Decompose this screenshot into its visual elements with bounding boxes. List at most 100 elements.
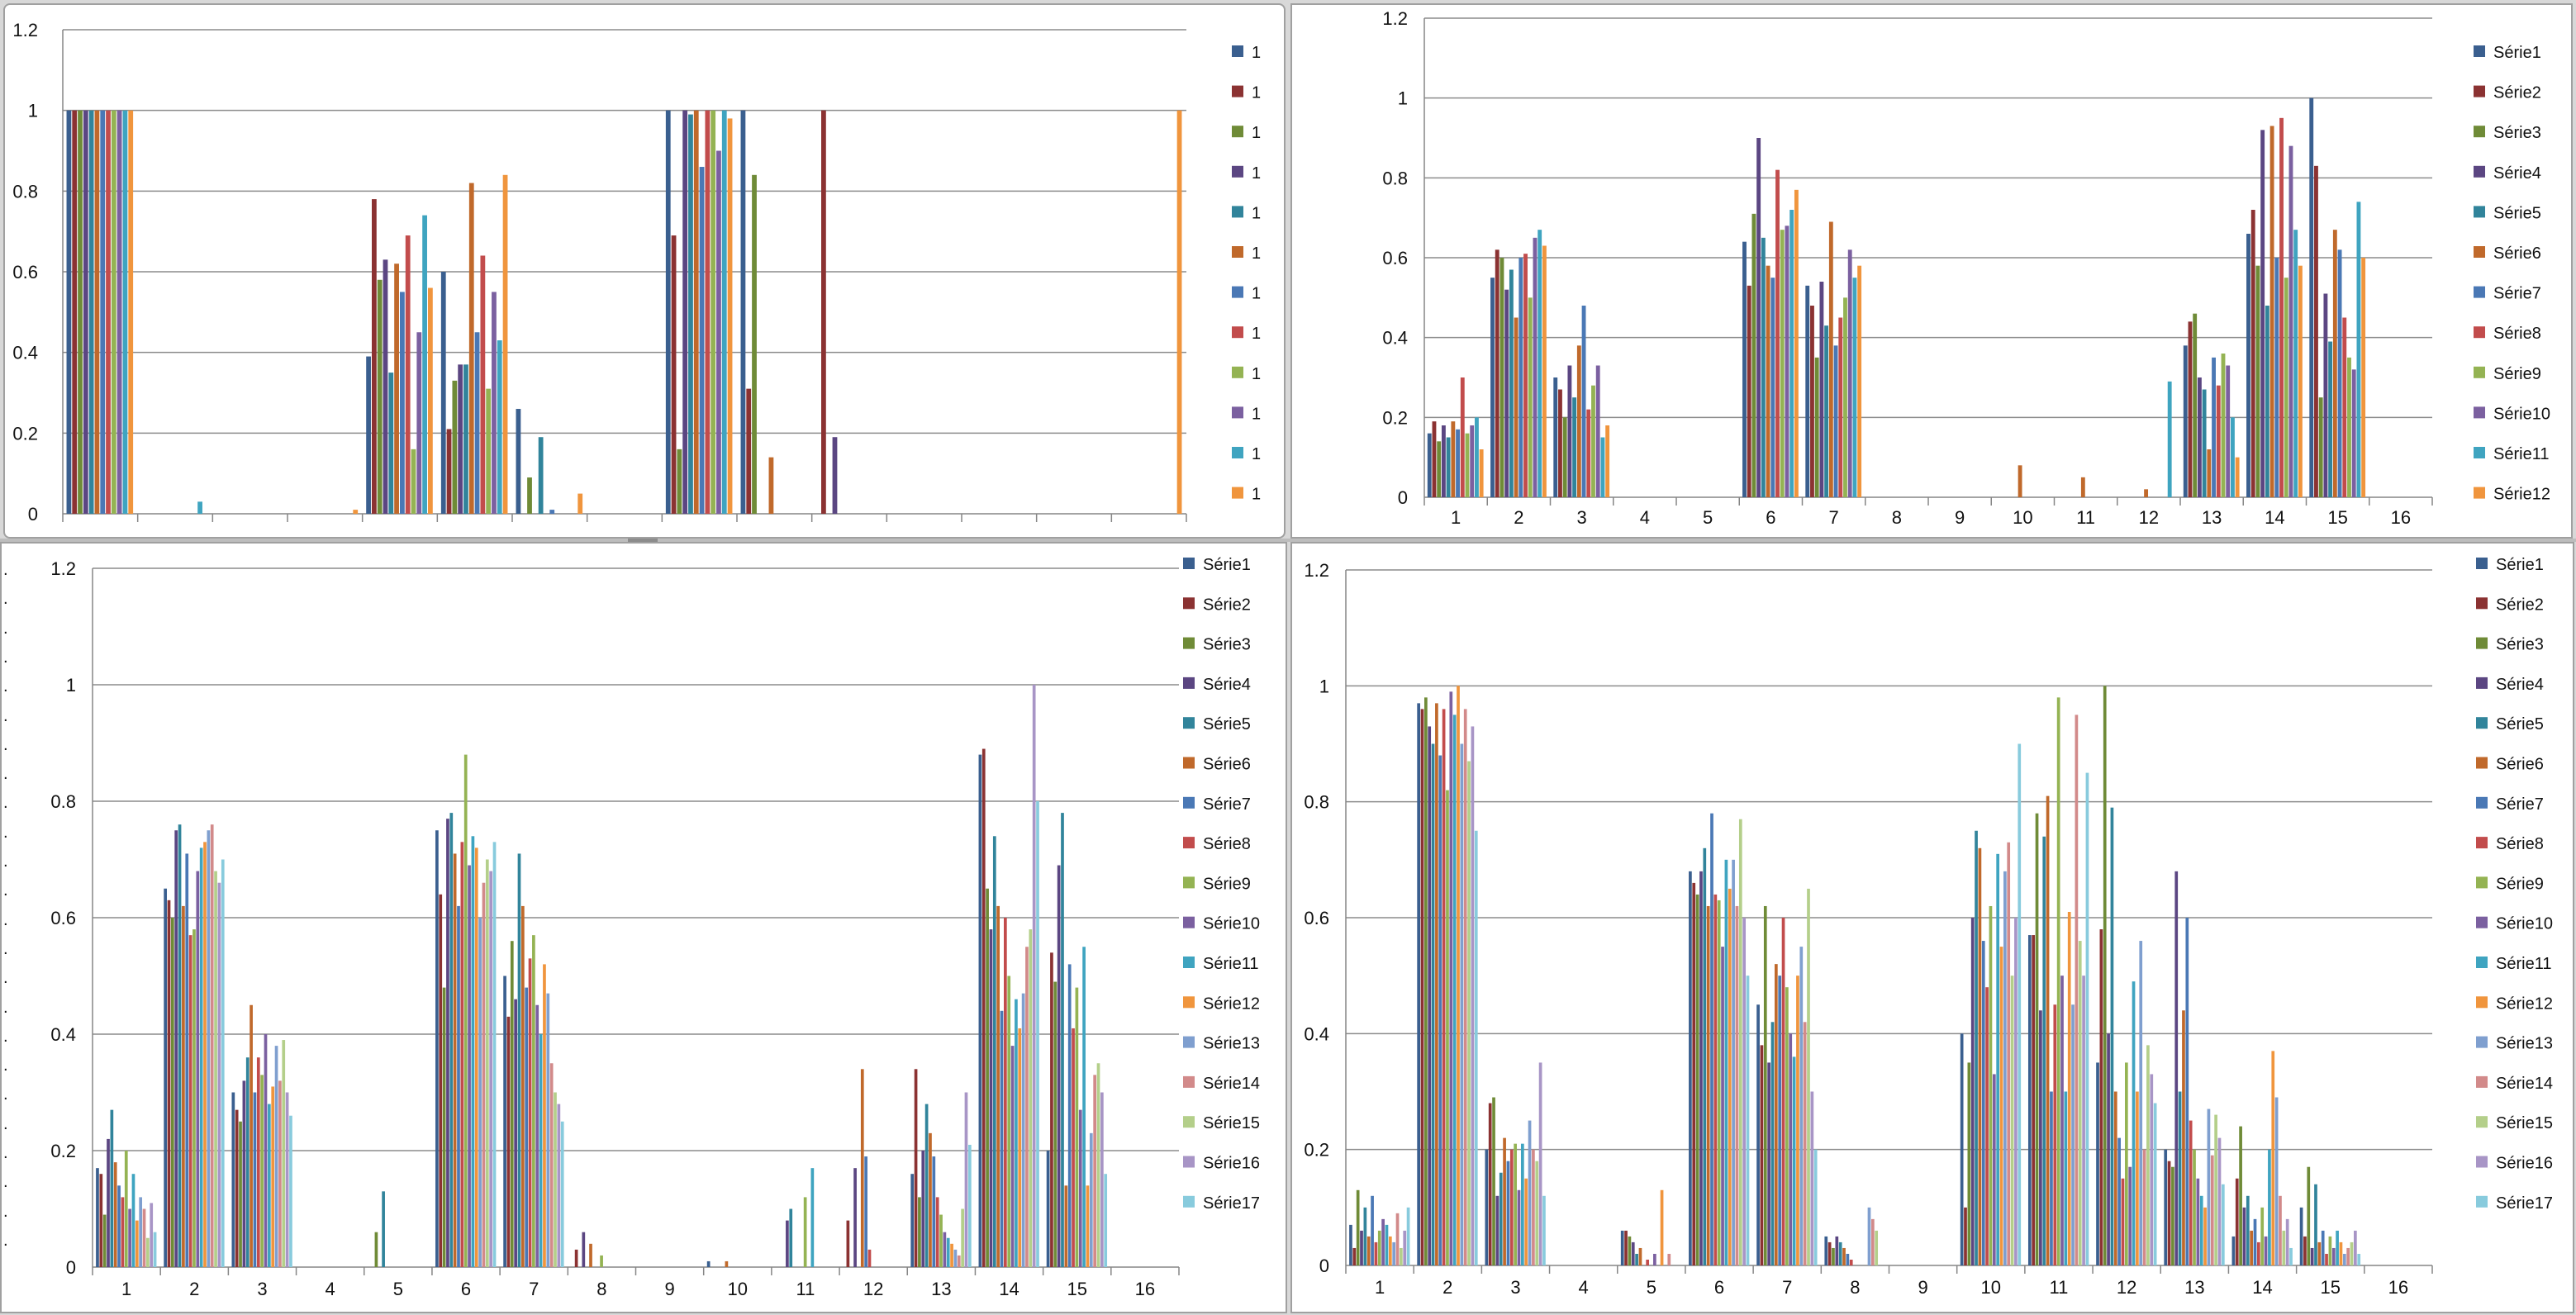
chart-panel-top-right: 0 0.2 0.4 0.6 0.8 1 1.2 1 2 3 4 5 6 7 8 9 10 11 12 13 14 15 16…	[1290, 3, 2573, 539]
bar	[1843, 297, 1847, 497]
bar	[1446, 790, 1449, 1265]
legend-label: Série1	[1203, 556, 1251, 574]
bar	[274, 1046, 278, 1267]
bar	[2328, 341, 2333, 497]
bar	[278, 1080, 282, 1267]
bar	[1875, 1230, 1879, 1265]
bar	[2216, 385, 2221, 497]
bar	[1996, 853, 2000, 1265]
bar	[1558, 389, 1562, 497]
y-tick-label: 0.6	[50, 908, 76, 928]
legend-swatch	[2476, 796, 2488, 809]
bar	[2003, 871, 2007, 1265]
bar	[1624, 1230, 1628, 1265]
chart-panel-top-left: 0 0.2 0.4 0.6 0.8 1 1.2 1 1 1 1 1 1 1 1 1 1 1 1	[3, 3, 1286, 539]
bar	[2103, 686, 2107, 1265]
chart-top-left: 0 0.2 0.4 0.6 0.8 1 1.2 1 1 1 1 1 1 1 1 1 1 1 1	[12, 20, 1261, 525]
bar	[1724, 859, 1728, 1265]
bar	[2050, 1091, 2053, 1265]
y-tick-label: 0.4	[1304, 1023, 1329, 1044]
bar	[514, 999, 517, 1267]
bar	[1728, 888, 1732, 1265]
bar	[2018, 743, 2022, 1265]
bar	[353, 510, 359, 514]
bar	[1857, 265, 1862, 497]
bar	[2032, 935, 2036, 1265]
bar	[2010, 976, 2014, 1265]
bar	[478, 918, 482, 1267]
bar	[117, 1185, 121, 1267]
bar	[1849, 1259, 1853, 1265]
bar	[439, 894, 443, 1267]
bar	[2018, 465, 2022, 497]
y-tick-label: 1.2	[12, 20, 38, 40]
bar	[199, 847, 203, 1267]
edge-dot: .	[3, 1173, 8, 1192]
bar	[1503, 1137, 1506, 1265]
bar	[1457, 686, 1460, 1265]
bar	[665, 110, 671, 514]
legend-label: Série13	[1203, 1035, 1260, 1053]
x-tick-label: 6	[461, 1279, 471, 1299]
legend-swatch	[2476, 558, 2488, 569]
bar	[2342, 1253, 2346, 1265]
bar	[416, 332, 422, 514]
bar	[1499, 258, 1504, 497]
legend-swatch	[2476, 1116, 2488, 1128]
bar	[1015, 999, 1018, 1267]
bar	[214, 871, 217, 1267]
y-tick-label: 1.2	[1382, 8, 1408, 29]
x-tick-label: 15	[2327, 507, 2347, 528]
bar	[711, 110, 716, 514]
bar	[1553, 377, 1558, 497]
bar	[1093, 1075, 1096, 1267]
bar	[1046, 1151, 1050, 1267]
bar	[188, 935, 192, 1267]
bar	[946, 1237, 950, 1267]
bar	[1562, 417, 1567, 497]
legend-swatch	[2476, 957, 2488, 968]
bar	[394, 263, 399, 514]
bar	[677, 449, 682, 514]
edge-dot: .	[3, 1114, 8, 1133]
bar	[1427, 433, 1432, 497]
bar	[2239, 1126, 2242, 1265]
bar	[468, 183, 474, 515]
bar	[1467, 761, 1471, 1265]
window-splitter[interactable]	[0, 539, 2576, 542]
bar	[2039, 1010, 2042, 1265]
bar	[2255, 265, 2260, 497]
x-tick-label: 12	[863, 1279, 883, 1299]
bar	[1646, 1259, 1650, 1265]
legend-label: Série6	[2493, 244, 2541, 263]
bar	[2298, 265, 2303, 497]
y-tick-label: 0.6	[1382, 248, 1408, 268]
y-tick-label: 0.4	[12, 343, 38, 363]
bar	[786, 1220, 789, 1267]
x-tick-label: 9	[1918, 1277, 1927, 1298]
bar	[1581, 306, 1586, 497]
bar	[1799, 947, 1804, 1265]
bar	[2314, 165, 2318, 498]
bar	[1004, 918, 1007, 1267]
bar	[2246, 1195, 2250, 1265]
bar	[1970, 918, 1975, 1265]
bar	[2113, 1091, 2117, 1265]
bar	[1377, 1230, 1381, 1265]
bar	[106, 110, 111, 514]
bar	[442, 987, 446, 1267]
bar	[1514, 1143, 1517, 1265]
legend-label: Série11	[2496, 955, 2551, 973]
bar	[1519, 258, 1523, 497]
bar	[789, 1208, 793, 1267]
bar	[2214, 1114, 2217, 1265]
bar	[671, 235, 677, 514]
splitter-grip[interactable]	[628, 539, 658, 542]
legend-swatch	[1183, 717, 1195, 729]
bar	[506, 1016, 511, 1267]
edge-dot: .	[3, 765, 8, 784]
bar	[2071, 1004, 2075, 1265]
bar	[2339, 1241, 2343, 1265]
legend-label: 1	[1252, 445, 1261, 463]
edge-dot: .	[3, 648, 8, 667]
